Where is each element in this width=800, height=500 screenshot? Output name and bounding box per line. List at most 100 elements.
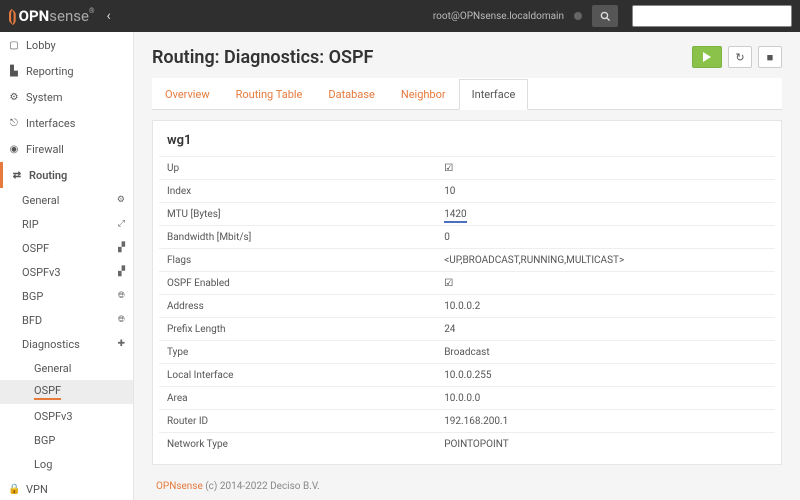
stop-icon: ■ xyxy=(767,51,774,64)
table-row: MTU [Bytes]1420 xyxy=(159,203,775,226)
nav-firewall[interactable]: ◉ Firewall xyxy=(0,136,133,162)
interface-card: wg1 Up ☑ Index10 MTU [Bytes]1420 Bandwidt… xyxy=(152,120,782,465)
start-button[interactable] xyxy=(692,46,722,68)
nav-sub-label: BGP xyxy=(22,290,43,303)
cell-value: 10.0.0.0 xyxy=(436,387,775,410)
nav-routing-ospfv3[interactable]: OSPFv3 ▞ xyxy=(0,260,133,284)
nav-diag-log[interactable]: Log xyxy=(0,452,133,476)
cell-label: Local Interface xyxy=(159,364,436,387)
collapse-toggle[interactable]: ‹ xyxy=(106,8,110,24)
nav-sub-label: RIP xyxy=(22,218,39,231)
nav-sub2-label: BGP xyxy=(34,434,55,447)
nav-interfaces[interactable]: ⎋Interfaces xyxy=(0,110,133,136)
table-row: Bandwidth [Mbit/s]0 xyxy=(159,226,775,249)
cell-value: 192.168.200.1 xyxy=(436,410,775,433)
nav-routing-ospf[interactable]: OSPF ▞ xyxy=(0,236,133,260)
cell-value: <UP,BROADCAST,RUNNING,MULTICAST> xyxy=(436,249,775,272)
cell-value: POINTOPOINT xyxy=(436,433,775,456)
tab-overview[interactable]: Overview xyxy=(152,79,223,110)
check-icon: ☑ xyxy=(444,163,453,174)
nav-routing-bfd[interactable]: BFD 🌐︎ xyxy=(0,308,133,332)
table-row: Area10.0.0.0 xyxy=(159,387,775,410)
globe-icon: 🌐︎ xyxy=(118,291,125,301)
nav-system[interactable]: ⚙System xyxy=(0,84,133,110)
table-row: Address10.0.0.2 xyxy=(159,295,775,318)
cell-value: ☑ xyxy=(436,157,775,180)
play-icon xyxy=(702,52,712,62)
cell-label: Flags xyxy=(159,249,436,272)
tab-database[interactable]: Database xyxy=(315,79,387,110)
cell-label: Address xyxy=(159,295,436,318)
cell-label: Bandwidth [Mbit/s] xyxy=(159,226,436,249)
nav-label: Routing xyxy=(29,169,67,182)
nav-routing-rip[interactable]: RIP⤢ xyxy=(0,212,133,236)
search-icon xyxy=(600,11,611,22)
nav-routing-diagnostics[interactable]: Diagnostics✚ xyxy=(0,332,133,356)
nav-reporting[interactable]: ▙Reporting xyxy=(0,58,133,84)
search-button[interactable] xyxy=(592,5,618,27)
map-icon: ▞ xyxy=(118,243,125,253)
check-icon: ☑ xyxy=(444,278,453,289)
cell-label: Index xyxy=(159,180,436,203)
nav-label: System xyxy=(26,91,63,104)
cell-label: Network Type xyxy=(159,433,436,456)
routing-icon: ⇄ xyxy=(11,170,23,181)
vpn-icon: 🔒 xyxy=(8,484,20,495)
link-value[interactable]: 1420 xyxy=(444,209,466,223)
nav-vpn[interactable]: 🔒 VPN xyxy=(0,476,133,500)
restart-button[interactable]: ↻ xyxy=(728,46,752,68)
nav-sub-label: BFD xyxy=(22,314,42,327)
nav-label: VPN xyxy=(26,483,48,496)
footer-link[interactable]: OPNsense xyxy=(156,481,203,492)
table-row: Prefix Length24 xyxy=(159,318,775,341)
cell-label: Area xyxy=(159,387,436,410)
nav-label: Lobby xyxy=(26,39,56,52)
cell-value: 10.0.0.255 xyxy=(436,364,775,387)
tab-routing-table[interactable]: Routing Table xyxy=(223,79,316,110)
lobby-icon: ▢ xyxy=(8,40,20,51)
nav-routing[interactable]: ⇄ Routing xyxy=(0,162,133,188)
nav-routing-bgp[interactable]: BGP 🌐︎ xyxy=(0,284,133,308)
logo[interactable]: ⦗⦘ OPNsense® xyxy=(8,6,94,26)
table-row: Up ☑ xyxy=(159,157,775,180)
nav-diag-bgp[interactable]: BGP xyxy=(0,428,133,452)
cell-value: 10 xyxy=(436,180,775,203)
stop-button[interactable]: ■ xyxy=(758,46,782,68)
cell-value: Broadcast xyxy=(436,341,775,364)
nav-diag-ospfv3[interactable]: OSPFv3 xyxy=(0,404,133,428)
nav-lobby[interactable]: ▢ Lobby xyxy=(0,32,133,58)
tab-interface[interactable]: Interface xyxy=(459,79,529,110)
cell-value: 1420 xyxy=(436,203,775,226)
nav-sub-label: OSPFv3 xyxy=(22,266,61,279)
table-row: OSPF Enabled ☑ xyxy=(159,272,775,295)
footer: OPNsense (c) 2014-2022 Deciso B.V. xyxy=(152,475,782,492)
card-title: wg1 xyxy=(159,133,775,156)
cell-label: Up xyxy=(159,157,436,180)
search-input[interactable] xyxy=(632,5,792,27)
medkit-icon: ✚ xyxy=(117,339,125,349)
globe-icon: 🌐︎ xyxy=(118,315,125,325)
status-dot xyxy=(574,12,582,20)
host-label: root@OPNsense.localdomain xyxy=(433,11,564,22)
footer-text: (c) 2014-2022 Deciso B.V. xyxy=(203,481,320,492)
interfaces-icon: ⎋ xyxy=(8,118,20,129)
table-row: Network TypePOINTOPOINT xyxy=(159,433,775,456)
reporting-icon: ▙ xyxy=(8,66,20,77)
nav-diag-ospf[interactable]: OSPF xyxy=(0,380,133,404)
nav-sub2-label: OSPFv3 xyxy=(34,410,73,423)
cell-value: 0 xyxy=(436,226,775,249)
cell-label: Router ID xyxy=(159,410,436,433)
gear-icon: ⚙ xyxy=(117,195,125,205)
nav-label: Firewall xyxy=(26,143,64,156)
nav-routing-general[interactable]: General⚙ xyxy=(0,188,133,212)
cell-label: OSPF Enabled xyxy=(159,272,436,295)
tab-neighbor[interactable]: Neighbor xyxy=(388,79,459,110)
firewall-icon: ◉ xyxy=(8,144,20,155)
nav-diag-general[interactable]: General xyxy=(0,356,133,380)
nav-sub-label: OSPF xyxy=(22,242,49,255)
interface-table: Up ☑ Index10 MTU [Bytes]1420 Bandwidth [M… xyxy=(159,156,775,456)
map-icon: ▞ xyxy=(118,267,125,277)
cell-value: 24 xyxy=(436,318,775,341)
cell-value: 10.0.0.2 xyxy=(436,295,775,318)
logo-reg: ® xyxy=(89,7,95,15)
